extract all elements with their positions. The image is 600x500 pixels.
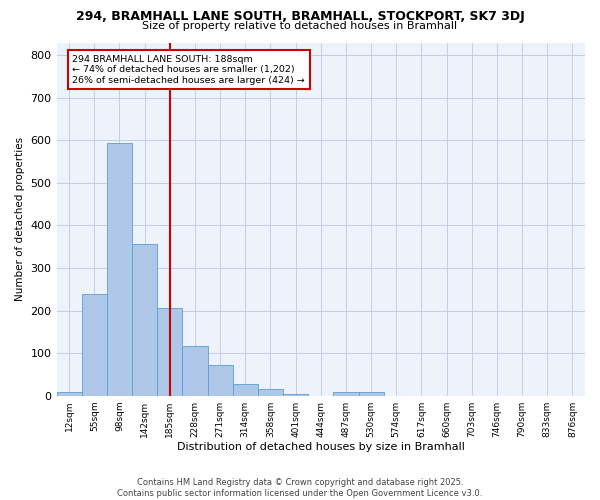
- Bar: [359, 392, 383, 396]
- Text: Size of property relative to detached houses in Bramhall: Size of property relative to detached ho…: [142, 21, 458, 31]
- Bar: [56, 392, 82, 396]
- Text: 294, BRAMHALL LANE SOUTH, BRAMHALL, STOCKPORT, SK7 3DJ: 294, BRAMHALL LANE SOUTH, BRAMHALL, STOC…: [76, 10, 524, 23]
- Bar: [258, 390, 283, 396]
- Bar: [233, 384, 258, 396]
- Text: 294 BRAMHALL LANE SOUTH: 188sqm
← 74% of detached houses are smaller (1,202)
26%: 294 BRAMHALL LANE SOUTH: 188sqm ← 74% of…: [73, 55, 305, 84]
- Y-axis label: Number of detached properties: Number of detached properties: [15, 137, 25, 301]
- Bar: [208, 365, 233, 396]
- Bar: [334, 392, 359, 396]
- Bar: [283, 394, 308, 396]
- Bar: [107, 142, 132, 396]
- Bar: [82, 294, 107, 396]
- Bar: [157, 308, 182, 396]
- X-axis label: Distribution of detached houses by size in Bramhall: Distribution of detached houses by size …: [177, 442, 465, 452]
- Bar: [132, 244, 157, 396]
- Bar: [182, 346, 208, 396]
- Text: Contains HM Land Registry data © Crown copyright and database right 2025.
Contai: Contains HM Land Registry data © Crown c…: [118, 478, 482, 498]
